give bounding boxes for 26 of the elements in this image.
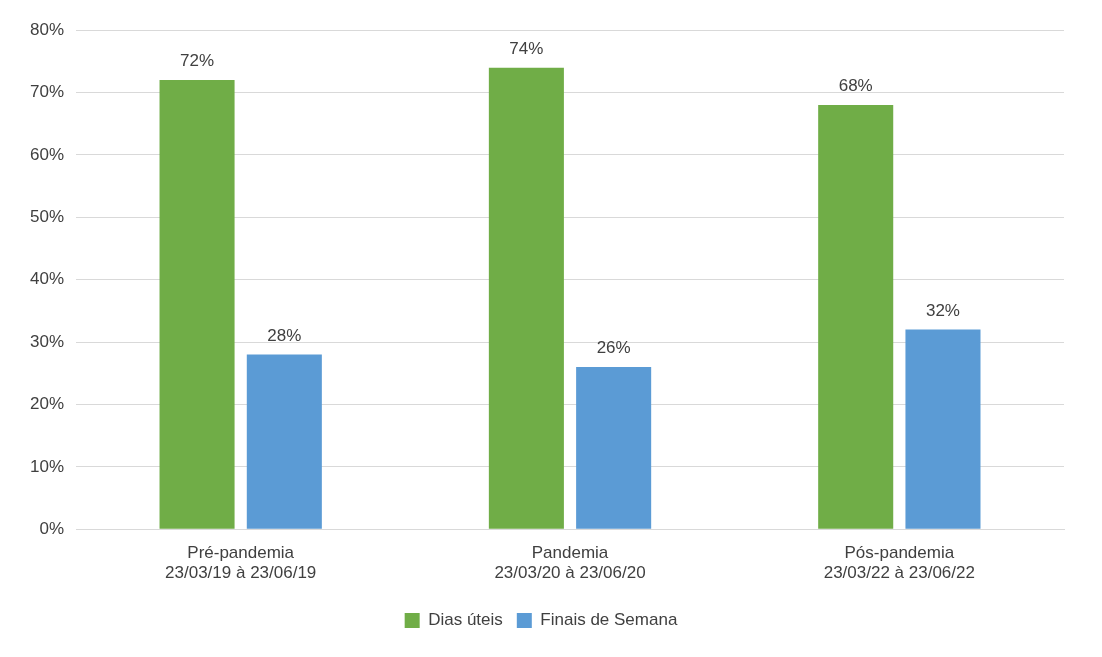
bar	[576, 367, 652, 529]
bar	[488, 67, 564, 529]
y-tick-label: 20%	[29, 394, 65, 414]
bar	[246, 354, 322, 529]
y-tick-label: 10%	[29, 456, 65, 476]
bar	[905, 329, 981, 529]
y-tick-label: 50%	[29, 207, 65, 227]
legend-label: Dias úteis	[428, 610, 503, 630]
data-label: 32%	[925, 300, 960, 320]
x-tick-label: Pré-pandemia 23/03/19 à 23/06/19	[165, 543, 317, 583]
bar	[818, 105, 894, 529]
y-tick-label: 30%	[29, 331, 65, 351]
x-tick-label: Pandemia 23/03/20 à 23/06/20	[494, 543, 646, 583]
y-tick-label: 70%	[29, 82, 65, 102]
y-tick-label: 80%	[29, 19, 65, 39]
x-tick-label: Pós-pandemia 23/03/22 à 23/06/22	[823, 543, 975, 583]
legend-label: Finais de Semana	[540, 610, 678, 630]
data-label: 28%	[267, 325, 302, 345]
data-label: 68%	[838, 76, 873, 96]
data-label: 74%	[509, 38, 544, 58]
data-label: 26%	[596, 338, 631, 358]
y-tick-label: 60%	[29, 144, 65, 164]
bar	[159, 80, 235, 529]
y-tick-label: 0%	[39, 518, 65, 538]
data-label: 72%	[180, 51, 215, 71]
y-tick-label: 40%	[29, 269, 65, 289]
